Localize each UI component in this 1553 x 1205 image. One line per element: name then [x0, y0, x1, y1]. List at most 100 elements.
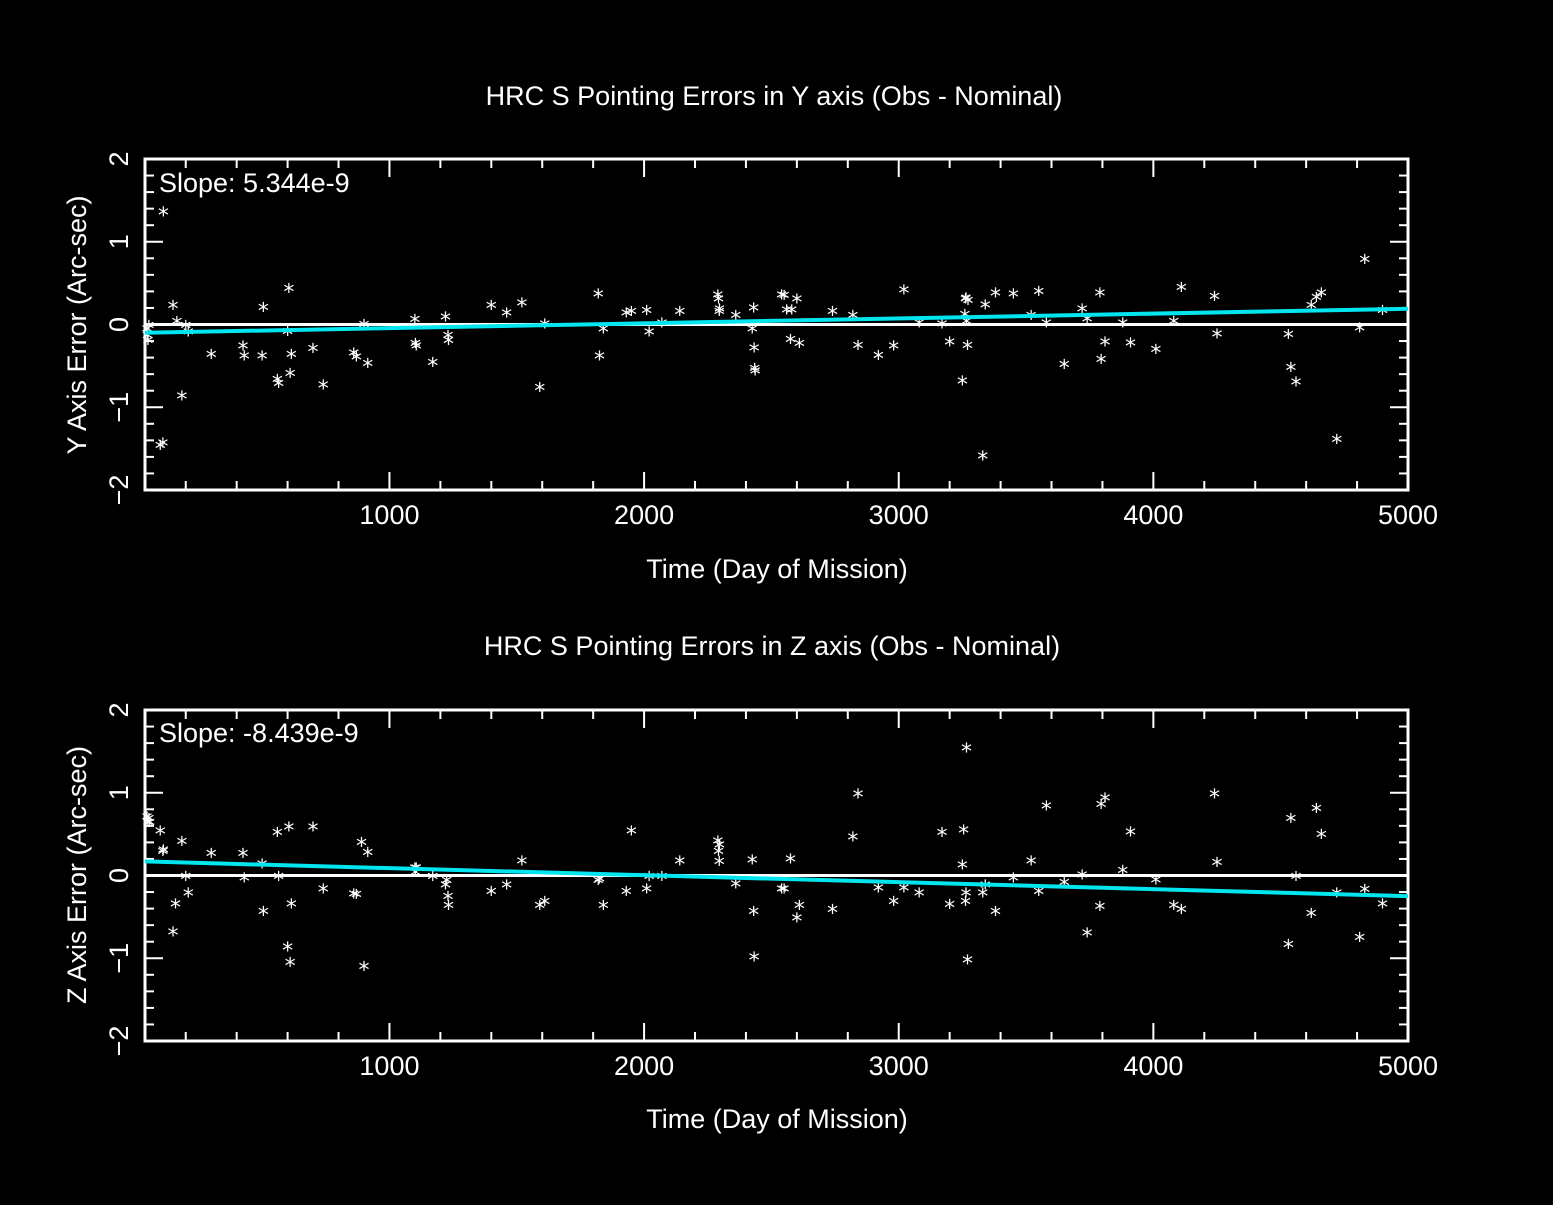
- data-point: *: [1082, 311, 1093, 336]
- data-point: *: [1290, 374, 1301, 399]
- data-point: *: [356, 835, 367, 860]
- data-point: *: [747, 852, 758, 877]
- data-point: *: [641, 303, 652, 328]
- data-point: *: [539, 316, 550, 341]
- data-point: *: [258, 299, 269, 324]
- data-point: *: [239, 348, 250, 373]
- y-axis-label: Y Axis Error (Arc-sec): [62, 195, 92, 454]
- data-point: *: [410, 336, 421, 361]
- chart-title: HRC S Pointing Errors in Z axis (Obs - N…: [484, 631, 1060, 661]
- data-point: *: [1125, 335, 1136, 360]
- data-point: *: [1041, 315, 1052, 340]
- data-point: *: [348, 345, 359, 370]
- data-point: *: [641, 881, 652, 906]
- data-point: *: [273, 869, 284, 894]
- data-point: *: [598, 897, 609, 922]
- data-point: *: [283, 280, 294, 305]
- chart-panel-z-axis: HRC S Pointing Errors in Z axis (Obs - N…: [62, 631, 1438, 1134]
- data-point: *: [1354, 930, 1365, 955]
- y-axis-label: Z Axis Error (Arc-sec): [62, 746, 92, 1004]
- data-point: *: [714, 301, 725, 326]
- data-point: *: [1316, 826, 1327, 851]
- data-point: *: [410, 864, 421, 889]
- data-point: *: [847, 829, 858, 854]
- data-point: *: [176, 388, 187, 413]
- data-point: *: [644, 869, 655, 894]
- data-point: *: [958, 822, 969, 847]
- data-point: *: [712, 287, 723, 312]
- data-point: *: [351, 887, 362, 912]
- data-point: *: [785, 851, 796, 876]
- x-tick-label: 2000: [614, 1051, 674, 1081]
- data-point: *: [441, 873, 452, 898]
- data-point: *: [486, 883, 497, 908]
- data-point: *: [962, 337, 973, 362]
- data-point: *: [713, 844, 724, 869]
- y-tick-label: 2: [104, 151, 134, 166]
- data-point: *: [959, 307, 970, 332]
- data-point: *: [621, 305, 632, 330]
- data-point: *: [440, 877, 451, 902]
- x-axis-label: Time (Day of Mission): [646, 554, 908, 584]
- data-point: *: [621, 883, 632, 908]
- data-point: *: [730, 876, 741, 901]
- data-point: *: [1212, 854, 1223, 879]
- data-point: *: [748, 903, 759, 928]
- data-point: *: [1377, 896, 1388, 921]
- y-tick-label: −2: [104, 475, 134, 506]
- data-point: *: [308, 819, 319, 844]
- data-point: *: [713, 291, 724, 316]
- data-point: *: [749, 361, 760, 386]
- x-tick-label: 1000: [359, 1051, 419, 1081]
- data-point: *: [749, 949, 760, 974]
- data-point: *: [776, 881, 787, 906]
- data-point: *: [1041, 798, 1052, 823]
- data-point: *: [1033, 284, 1044, 309]
- data-point: *: [157, 435, 168, 460]
- x-tick-label: 2000: [614, 500, 674, 530]
- y-tick-label: 2: [104, 702, 134, 717]
- data-point: *: [594, 871, 605, 896]
- data-point: *: [674, 853, 685, 878]
- data-point: *: [594, 348, 605, 373]
- data-point: *: [914, 885, 925, 910]
- data-point: *: [348, 886, 359, 911]
- data-point: *: [961, 313, 972, 338]
- data-point: *: [1094, 898, 1105, 923]
- data-point: *: [898, 282, 909, 307]
- data-point: *: [168, 298, 179, 323]
- data-point: *: [1008, 286, 1019, 311]
- data-point: *: [443, 897, 454, 922]
- data-point: *: [351, 349, 362, 374]
- data-point: *: [286, 896, 297, 921]
- data-point: *: [1168, 313, 1179, 338]
- data-point: *: [1209, 786, 1220, 811]
- data-point: *: [990, 285, 1001, 310]
- data-point: *: [1354, 320, 1365, 345]
- data-point: *: [238, 845, 249, 870]
- y-tick-label: 1: [104, 785, 134, 800]
- data-point: *: [272, 371, 283, 396]
- data-point: *: [1125, 824, 1136, 849]
- data-point: *: [1096, 351, 1107, 376]
- x-axis-label: Time (Day of Mission): [646, 1104, 908, 1134]
- data-point: *: [539, 893, 550, 918]
- data-point: *: [1306, 906, 1317, 931]
- data-point: *: [1008, 870, 1019, 895]
- data-point: *: [714, 854, 725, 879]
- data-point: *: [409, 860, 420, 885]
- data-point: *: [155, 823, 166, 848]
- data-point: *: [411, 338, 422, 363]
- data-point: *: [362, 356, 373, 381]
- data-point: *: [257, 856, 268, 881]
- x-tick-label: 1000: [359, 500, 419, 530]
- data-point: *: [1283, 327, 1294, 352]
- x-tick-label: 4000: [1123, 500, 1183, 530]
- data-point: *: [534, 897, 545, 922]
- data-point: *: [443, 888, 454, 913]
- data-point: *: [962, 293, 973, 318]
- data-point: *: [794, 897, 805, 922]
